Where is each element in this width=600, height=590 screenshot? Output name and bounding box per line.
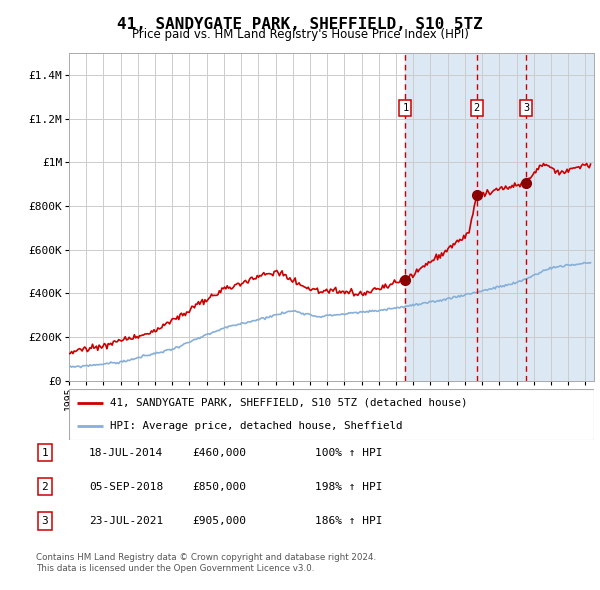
Text: 3: 3 bbox=[41, 516, 49, 526]
Text: 2: 2 bbox=[41, 482, 49, 491]
Text: 41, SANDYGATE PARK, SHEFFIELD, S10 5TZ (detached house): 41, SANDYGATE PARK, SHEFFIELD, S10 5TZ (… bbox=[110, 398, 467, 408]
Text: £850,000: £850,000 bbox=[192, 482, 246, 491]
Text: 1: 1 bbox=[402, 103, 409, 113]
Text: 3: 3 bbox=[523, 103, 529, 113]
Text: Price paid vs. HM Land Registry's House Price Index (HPI): Price paid vs. HM Land Registry's House … bbox=[131, 28, 469, 41]
Text: 100% ↑ HPI: 100% ↑ HPI bbox=[315, 448, 383, 457]
Text: Contains HM Land Registry data © Crown copyright and database right 2024.
This d: Contains HM Land Registry data © Crown c… bbox=[36, 553, 376, 573]
Text: 2: 2 bbox=[473, 103, 480, 113]
Text: 18-JUL-2014: 18-JUL-2014 bbox=[89, 448, 163, 457]
Text: 186% ↑ HPI: 186% ↑ HPI bbox=[315, 516, 383, 526]
Text: 1: 1 bbox=[41, 448, 49, 457]
Text: £905,000: £905,000 bbox=[192, 516, 246, 526]
Text: HPI: Average price, detached house, Sheffield: HPI: Average price, detached house, Shef… bbox=[110, 421, 403, 431]
Text: 23-JUL-2021: 23-JUL-2021 bbox=[89, 516, 163, 526]
Text: 05-SEP-2018: 05-SEP-2018 bbox=[89, 482, 163, 491]
Bar bbox=[406, 53, 594, 381]
Text: 198% ↑ HPI: 198% ↑ HPI bbox=[315, 482, 383, 491]
Text: 41, SANDYGATE PARK, SHEFFIELD, S10 5TZ: 41, SANDYGATE PARK, SHEFFIELD, S10 5TZ bbox=[117, 17, 483, 31]
Text: £460,000: £460,000 bbox=[192, 448, 246, 457]
